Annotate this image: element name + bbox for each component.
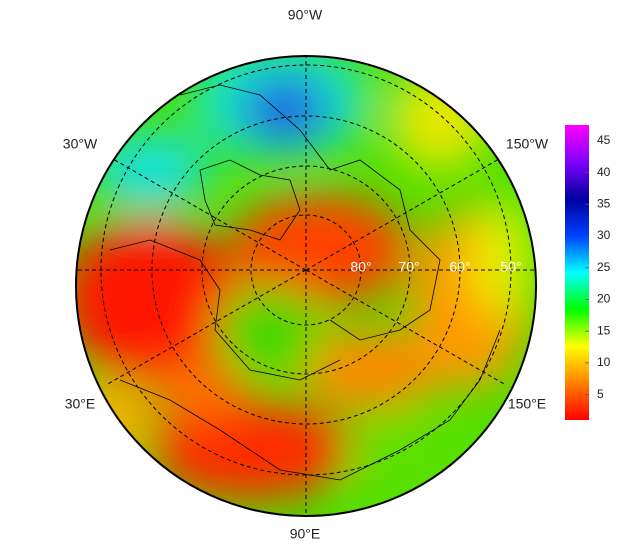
map-border [75, 55, 537, 517]
colorbar-tick-label: 40 [597, 165, 611, 179]
colorbar-tick-label: 30 [597, 228, 611, 242]
latitude-label: 50° [500, 259, 521, 275]
field [76, 56, 536, 516]
colorbar-tick-label: 15 [597, 323, 611, 337]
longitude-label: 30°W [63, 136, 98, 152]
latitude-label: 60° [449, 259, 470, 275]
colorbar-ticks: 5 10 15 20 25 30 35 40 45 [585, 133, 611, 401]
latitude-label: 70° [398, 259, 419, 275]
longitude-label: 90°W [288, 7, 323, 23]
graticule [76, 56, 536, 516]
longitude-label: 150°W [506, 136, 549, 152]
colorbar-tick-label: 25 [597, 260, 611, 274]
coastlines [109, 84, 501, 481]
colorbar-tick-label: 45 [597, 133, 611, 147]
colorbar [565, 125, 589, 420]
colorbar-tick-label: 5 [597, 387, 604, 401]
colorbar-tick-label: 10 [597, 355, 611, 369]
longitude-label: 30°E [65, 396, 96, 412]
colorbar-tick-label: 20 [597, 292, 611, 306]
longitude-label: 150°E [508, 396, 546, 412]
colorbar-tick-label: 35 [597, 196, 611, 210]
latitude-label: 80° [350, 259, 371, 275]
longitude-label: 90°E [290, 526, 321, 542]
